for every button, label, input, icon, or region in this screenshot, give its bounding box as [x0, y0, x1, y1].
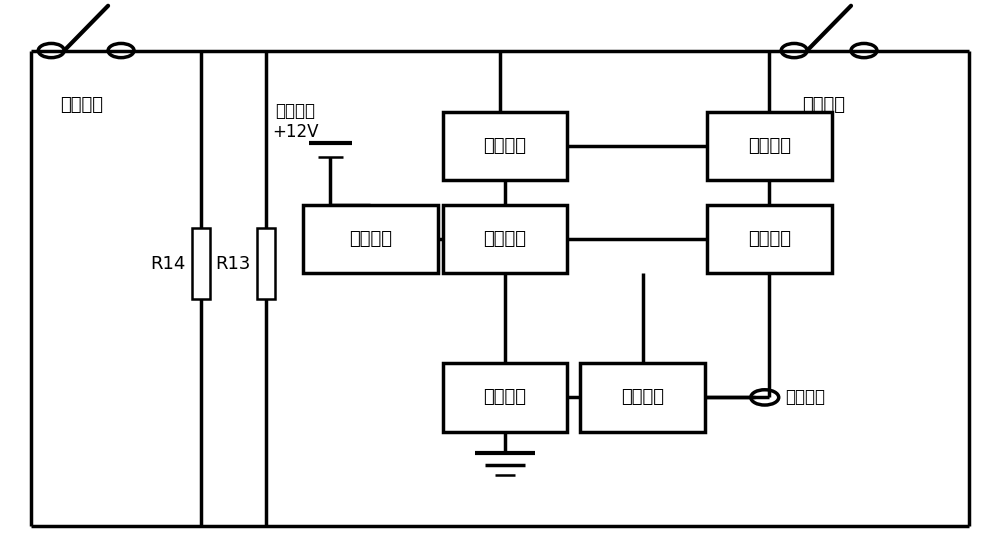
Text: 隔离模块: 隔离模块 [349, 230, 392, 248]
Text: 分压模块: 分压模块 [483, 230, 526, 248]
Bar [707, 112, 832, 180]
Text: R13: R13 [215, 255, 251, 272]
Text: 并网开关: 并网开关 [60, 96, 103, 114]
Bar [580, 363, 705, 432]
Text: 保护模块: 保护模块 [748, 137, 791, 155]
Text: 保护模块: 保护模块 [483, 137, 526, 155]
Bar [192, 228, 210, 299]
Text: 稳压模块: 稳压模块 [621, 388, 664, 406]
Text: 遥测输出: 遥测输出 [785, 388, 825, 406]
Text: 测试电压: 测试电压 [276, 102, 316, 120]
Text: +12V: +12V [272, 124, 319, 142]
Bar [443, 112, 567, 180]
Bar [443, 205, 567, 273]
Bar [257, 228, 275, 299]
Text: 并网开关: 并网开关 [803, 96, 846, 114]
Bar [443, 363, 567, 432]
Text: 保护模块: 保护模块 [483, 388, 526, 406]
Text: R14: R14 [150, 255, 186, 272]
Bar [303, 205, 438, 273]
Bar [707, 205, 832, 273]
Text: 分压模块: 分压模块 [748, 230, 791, 248]
